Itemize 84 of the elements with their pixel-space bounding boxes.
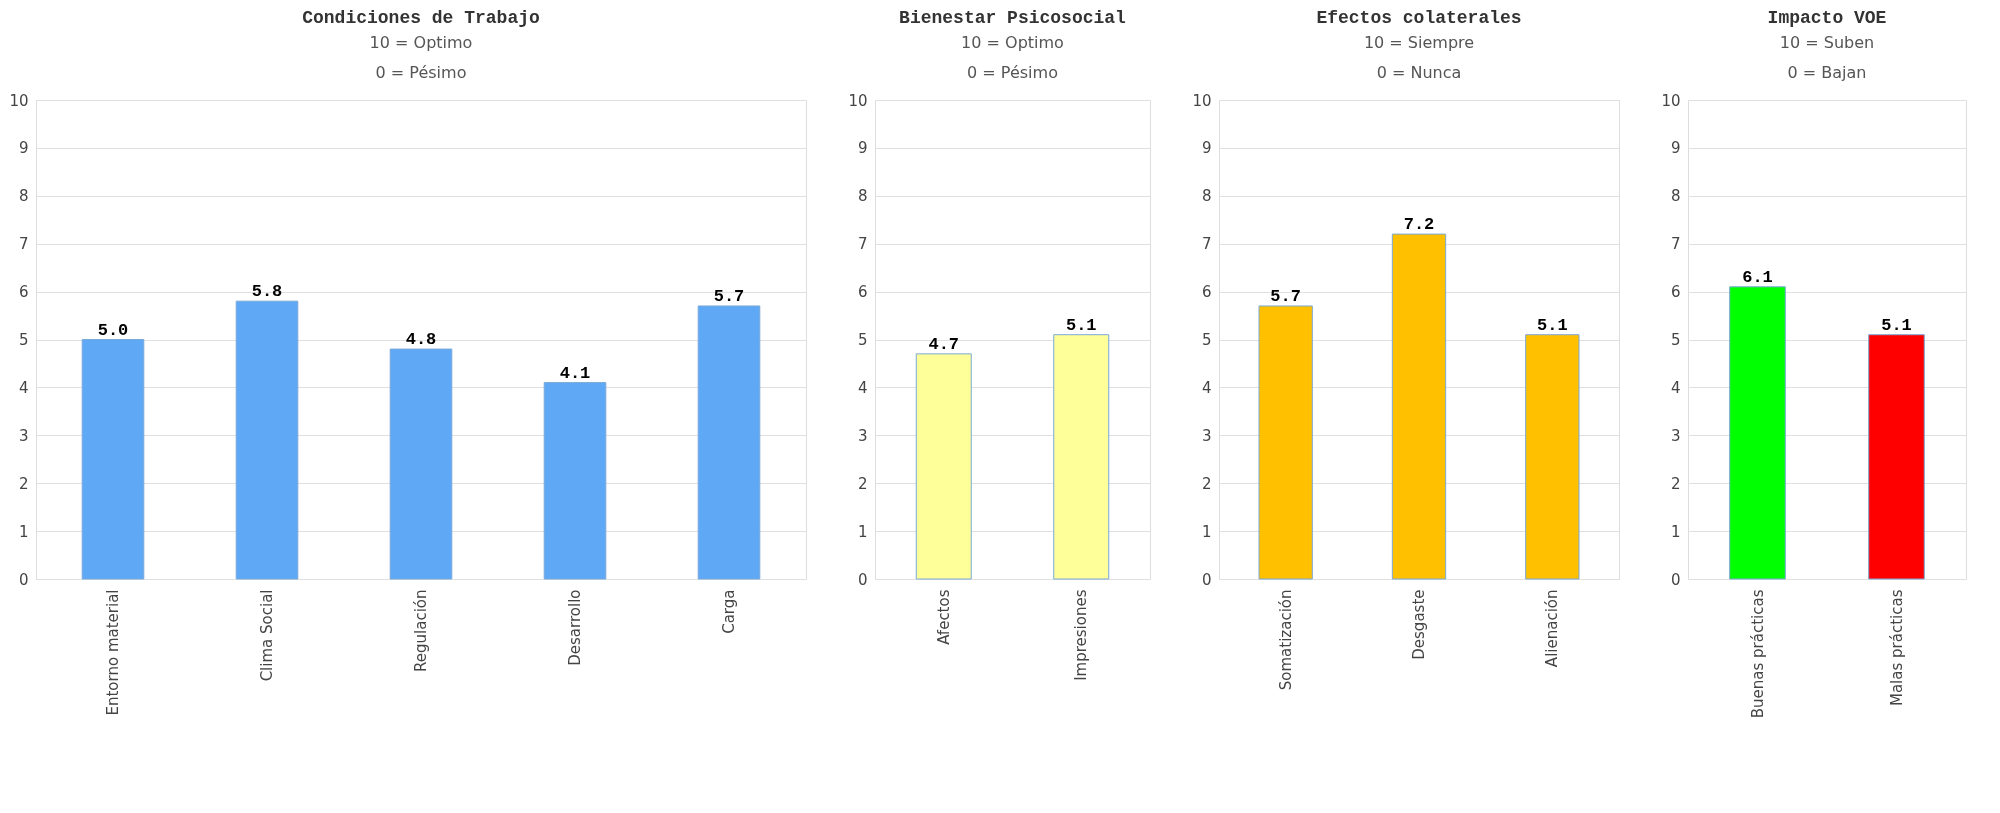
y-tick-label: 6 [18,283,29,302]
y-tick-label: 5 [18,331,29,349]
bar [1391,233,1447,580]
bar [1525,334,1580,580]
y-tick-label: 4 [857,378,868,397]
y-tick-label: 7 [1201,235,1212,254]
bar [235,300,299,580]
y-tick-label: 3 [18,426,29,445]
y-tick-label: 0 [18,570,29,589]
x-tick-label: Carga [720,589,738,634]
y-tick-label: 10 [1192,91,1212,110]
y-tick-label: 3 [1670,426,1681,445]
y-tick-label: 6 [1201,283,1212,302]
x-tick-label: Desarrollo [566,589,584,666]
y-tick-label: 6 [857,283,868,302]
data-label: 4.7 [928,334,960,354]
x-tick-label: Regulación [412,589,430,672]
chart-title: Efectos colaterales [1316,8,1522,28]
y-tick-label: 1 [1201,522,1212,541]
chart-subtitle: 10 = Optimo 0 = Pésimo [369,33,473,82]
x-tick-label: Entorno material [104,589,122,716]
y-tick-label: 9 [857,139,868,158]
y-tick-label: 5 [1670,331,1681,349]
data-label: 5.1 [1881,315,1912,335]
data-label: 5.7 [1270,286,1301,306]
y-tick-label: 10 [1661,91,1681,110]
bar [81,339,145,580]
data-label: 4.8 [405,330,437,350]
x-tick-label: Somatización [1276,589,1295,691]
y-tick-label: 10 [9,91,29,110]
y-tick-label: 8 [18,187,29,206]
y-tick-label: 2 [1670,474,1681,493]
y-tick-label: 1 [18,522,29,541]
y-tick-label: 8 [857,187,868,206]
y-tick-label: 5 [1201,331,1212,349]
bar [389,348,453,580]
data-label: 5.8 [251,282,283,302]
chart-title: Impacto VOE [1767,8,1887,28]
y-tick-label: 5 [857,331,868,349]
y-tick-label: 1 [1670,522,1681,541]
y-tick-label: 1 [857,522,868,541]
y-tick-label: 2 [857,474,868,493]
x-tick-label: Desgaste [1410,589,1428,660]
x-tick-label: Afectos [934,589,953,645]
y-tick-label: 7 [18,235,29,254]
y-tick-label: 2 [1201,474,1212,493]
y-tick-label: 9 [18,139,29,158]
bar [543,382,607,580]
x-tick-label: Malas prácticas [1887,589,1906,707]
data-label: 5.1 [1065,315,1097,335]
y-tick-label: 9 [1201,139,1212,158]
y-tick-label: 3 [1201,426,1212,445]
bar [1258,305,1313,580]
data-label: 5.0 [97,320,129,340]
x-tick-label: Impresiones [1072,589,1091,681]
y-tick-label: 0 [857,570,868,589]
y-tick-label: 3 [857,426,868,445]
y-tick-label: 4 [18,378,29,397]
chart-title: Bienestar Psicosocial [899,8,1127,28]
y-tick-label: 4 [1201,378,1212,397]
y-tick-label: 0 [1670,570,1681,589]
chart-subtitle: 10 = Optimo 0 = Pésimo [961,33,1064,82]
x-tick-label: Clima Social [258,589,276,682]
x-tick-label: Alienación [1543,589,1562,668]
data-label: 6.1 [1742,267,1773,287]
y-tick-label: 2 [18,474,29,493]
data-label: 5.1 [1537,315,1568,335]
y-tick-label: 10 [848,91,868,110]
chart-subtitle: 10 = Siempre 0 = Nunca [1363,33,1475,82]
chart-title: Condiciones de Trabajo [302,8,540,28]
chart-subtitle: 10 = Suben 0 = Bajan [1779,33,1875,82]
bar [697,305,761,580]
y-tick-label: 9 [1670,139,1681,158]
y-tick-label: 7 [1670,235,1681,254]
y-tick-label: 0 [1201,570,1212,589]
y-tick-label: 4 [1670,378,1681,397]
y-tick-label: 7 [857,235,868,254]
data-label: 7.2 [1403,215,1435,235]
y-tick-label: 8 [1670,187,1681,206]
data-label: 5.7 [713,286,745,306]
y-tick-label: 8 [1201,187,1212,206]
y-tick-label: 6 [1670,283,1681,302]
x-tick-label: Buenas prácticas [1748,589,1767,719]
data-label: 4.1 [559,363,591,383]
